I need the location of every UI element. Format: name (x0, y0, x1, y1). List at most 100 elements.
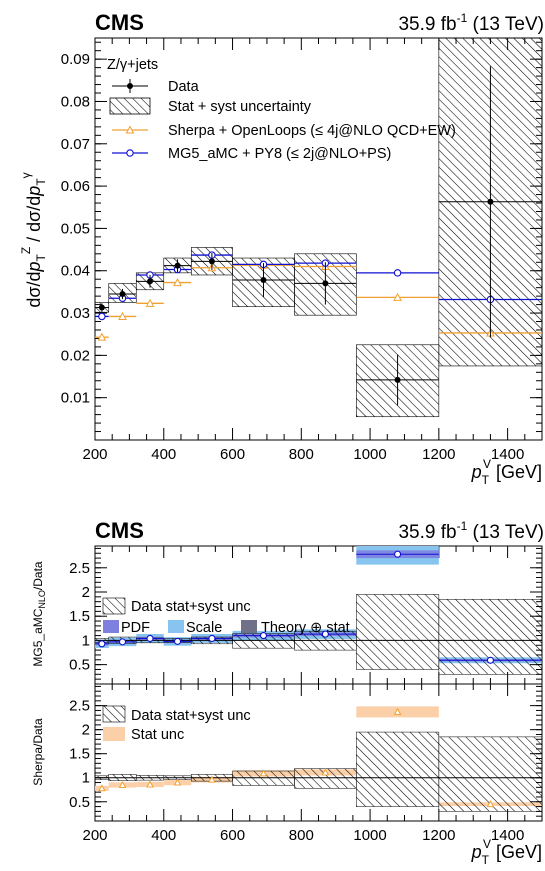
svg-text:MG5_aMCNLO/Data: MG5_aMCNLO/Data (31, 561, 47, 667)
top-xtick-label: 1200 (422, 446, 455, 463)
top-xtick-label: 400 (151, 446, 176, 463)
mg5-ratio-point (259, 632, 268, 640)
sherpa-ratio-point (259, 769, 268, 777)
low-ytick-label: 0.5 (69, 794, 90, 811)
svg-text:Sherpa/Data: Sherpa/Data (31, 718, 45, 786)
top-ytick-label: 0.04 (61, 263, 90, 280)
top-x-axis-label: pTV [GeV] (471, 457, 542, 487)
low-ytick-label: 1 (82, 770, 90, 787)
legend-mg5-marker (126, 149, 134, 157)
annotation-label: Z/γ+jets (107, 57, 158, 73)
top-ytick-label: 0.03 (61, 305, 90, 322)
mg5-ratio-point (486, 656, 494, 664)
top-xtick-label: 800 (289, 446, 314, 463)
top-ytick-label: 0.06 (61, 178, 90, 195)
legend-scale-swatch (168, 620, 184, 633)
low-plot-area (95, 706, 542, 812)
top-plot-area (95, 38, 542, 418)
mid-ytick-label: 1 (82, 632, 90, 649)
legend-pdf-swatch (103, 620, 119, 633)
sherpa-point (118, 311, 127, 320)
mg5-ratio-point (118, 638, 127, 646)
data-point (394, 376, 401, 383)
sherpa-ratio-point (98, 784, 106, 792)
sherpa-ratio-point (146, 780, 154, 788)
top-ytick-label: 0.01 (61, 390, 90, 407)
mg5-ratio-point (146, 634, 154, 643)
low-xtick-label: 1000 (353, 827, 386, 844)
legend-data-marker (127, 83, 133, 89)
low-ytick-label: 1.5 (69, 746, 90, 763)
top-y-axis-label: dσ/dpTZ / dσ/dpTγ (19, 172, 48, 307)
mg5-ratio-point (98, 640, 106, 648)
data-point (260, 277, 267, 284)
low-xtick-label: 600 (220, 827, 245, 844)
low-xtick-label: 1200 (422, 827, 455, 844)
sherpa-ratio-point (393, 707, 402, 715)
svg-text:pTV [GeV]: pTV [GeV] (471, 457, 542, 487)
mg5-ratio-point (394, 550, 402, 558)
legend-ratio-unc-label: Data stat+syst unc (131, 599, 251, 615)
top-ytick-label: 0.07 (61, 136, 90, 153)
mg5-ratio-plot: 0.5 1 1.5 2 2.5 (69, 545, 543, 685)
mid-ytick-label: 2.5 (69, 560, 90, 577)
sherpa-point (393, 292, 402, 301)
data-point (322, 280, 329, 287)
legend-label-data: Data (168, 79, 200, 95)
legend-ratio-unc-swatch (102, 597, 126, 615)
data-point (487, 198, 494, 205)
legend-ratio-unc-label-low: Data stat+syst unc (131, 708, 251, 724)
bottom-x-axis-label: pTV [GeV] (471, 837, 542, 867)
top-xtick-label: 1000 (353, 446, 386, 463)
low-ytick-label: 2 (82, 722, 90, 739)
legend-pdf-label: PDF (121, 620, 150, 636)
sherpa-point (173, 278, 182, 287)
legend-theory-swatch (241, 620, 257, 633)
top-xtick-label: 200 (82, 446, 107, 463)
top-ytick-label: 0.08 (61, 93, 90, 110)
data-point (174, 262, 181, 269)
top-xtick-label: 600 (220, 446, 245, 463)
data-point (119, 291, 126, 298)
legend-stat-unc-swatch (103, 727, 125, 741)
legend-ratio-unc-swatch-low (102, 705, 126, 723)
low-xtick-label: 400 (151, 827, 176, 844)
mg5-ratio-point (208, 634, 216, 643)
mg5-ratio-point (173, 637, 182, 645)
legend-unc-swatch (109, 97, 151, 115)
lumi-label-bottom: 35.9 fb-1 (13 TeV) (398, 519, 544, 543)
mg5-point (393, 269, 402, 277)
top-plot: 200 400 600 800 1000 1200 1400 0.01 0.02 0.03 0.04… (61, 37, 543, 463)
low-ytick-label: 2.5 (69, 698, 90, 715)
mg5-ratio-point (321, 630, 329, 638)
lumi-label-top: 35.9 fb-1 (13 TeV) (398, 11, 544, 35)
sherpa-ratio-point (118, 780, 127, 788)
top-ytick-label: 0.09 (61, 51, 90, 68)
data-point (147, 278, 154, 285)
legend-label-mg5: MG5_aMC + PY8 (≤ 2j@NLO+PS) (168, 146, 391, 162)
mid-ytick-label: 2 (82, 584, 90, 601)
mid-plot-area (95, 546, 542, 675)
legend-sherpa-marker (125, 125, 135, 134)
sherpa-ratio-point (208, 775, 216, 783)
mg5-point (98, 312, 106, 321)
mid-ytick-label: 0.5 (69, 657, 90, 674)
cms-label-top: CMS (95, 10, 144, 35)
top-legend: Z/γ+jets Data Stat + syst uncertainty Sherp… (107, 57, 456, 162)
sherpa-ratio-point (486, 800, 495, 808)
top-ytick-label: 0.02 (61, 347, 90, 364)
ratio-legends: Data stat+syst unc PDF Scale Theory ⊕ stat D… (102, 597, 350, 743)
top-xtick-label: 1400 (491, 446, 524, 463)
legend-theory-label: Theory ⊕ stat (261, 620, 350, 636)
sherpa-point (97, 332, 107, 341)
sherpa-ratio-point (173, 778, 182, 786)
sherpa-ratio-point (321, 768, 330, 776)
data-point (208, 258, 215, 265)
low-xtick-label: 800 (289, 827, 314, 844)
mid-ytick-label: 1.5 (69, 608, 90, 625)
svg-text:pTV [GeV]: pTV [GeV] (471, 837, 542, 867)
cms-label-bottom: CMS (95, 518, 144, 543)
low-y-axis-label: Sherpa/Data (31, 718, 45, 786)
legend-label-unc: Stat + syst uncertainty (168, 99, 312, 115)
